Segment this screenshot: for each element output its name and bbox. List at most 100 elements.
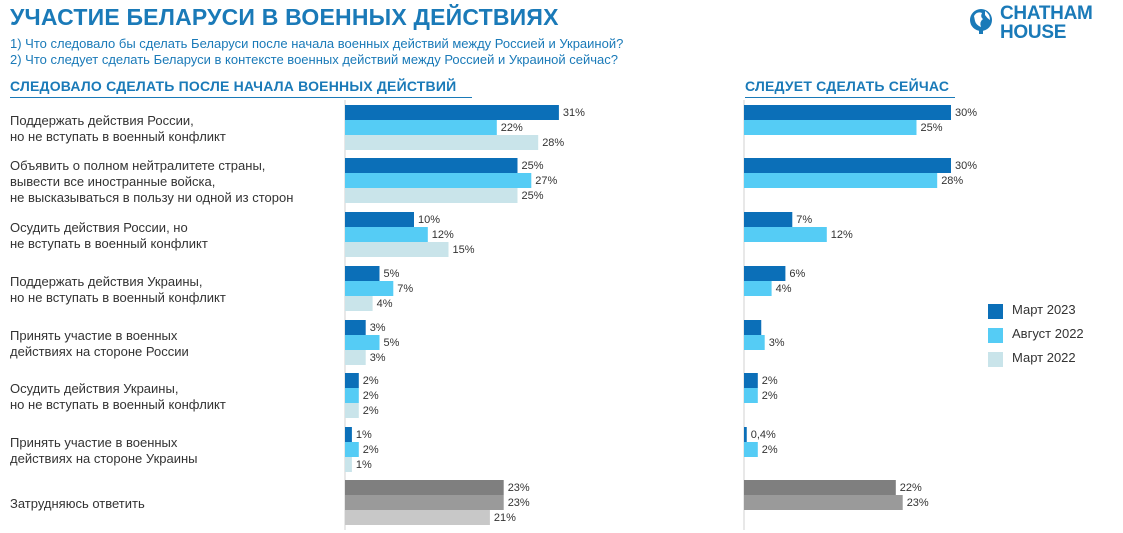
bar-label-left-mar2023-6: 2% — [363, 375, 379, 387]
bar-label-left-aug2022-2: 27% — [535, 175, 557, 187]
legend-item-aug2022: Август 2022 — [988, 326, 1123, 346]
bar-label-right-mar2023-3: 7% — [796, 214, 812, 226]
category-label-line: действиях на стороне России — [10, 343, 189, 359]
bar-label-left-mar2023-4: 5% — [384, 268, 400, 280]
bar-label-right-aug2022-1: 25% — [921, 122, 943, 134]
bar-label-right-aug2022-3: 12% — [831, 229, 853, 241]
category-label-line: Осудить действия России, но — [10, 219, 188, 235]
bar-left-mar2022-4 — [345, 296, 373, 311]
category-label-line: не высказываться в пользу ни одной из ст… — [10, 189, 294, 205]
bar-label-right-mar2023-1: 30% — [955, 107, 977, 119]
category-label: Осудить действия Украины, но не вступать … — [10, 381, 340, 413]
bar-right-mar2023-1 — [744, 105, 951, 120]
bar-right-aug2022-2 — [744, 173, 938, 188]
category-label-line: Осудить действия Украины, — [10, 380, 179, 396]
bar-left-mar2022-8 — [345, 510, 490, 525]
bar-label-left-aug2022-8: 23% — [508, 497, 530, 509]
logo-line-1: CHATHAM — [1000, 3, 1093, 24]
bar-right-aug2022-7 — [744, 442, 758, 457]
bar-right-mar2023-7 — [744, 427, 747, 442]
bar-label-right-aug2022-4: 4% — [776, 283, 792, 295]
bar-right-mar2023-2 — [744, 158, 951, 173]
bar-label-right-mar2023-6: 2% — [762, 375, 778, 387]
bar-label-left-mar2023-8: 23% — [508, 482, 530, 494]
bar-label-left-mar2023-7: 1% — [356, 429, 372, 441]
left-chart-title: СЛЕДОВАЛО СДЕЛАТЬ ПОСЛЕ НАЧАЛА ВОЕННЫХ Д… — [10, 78, 457, 94]
bar-right-aug2022-1 — [744, 120, 917, 135]
question-2: 2) Что следует сделать Беларуси в контек… — [10, 52, 618, 67]
bar-label-left-mar2022-2: 25% — [522, 190, 544, 202]
right-title-rule — [745, 97, 955, 98]
category-label-line: Принять участие в военных — [10, 434, 178, 450]
bar-label-right-mar2023-2: 30% — [955, 160, 977, 172]
bar-left-mar2023-5 — [345, 320, 366, 335]
legend-item-mar2022: Март 2022 — [988, 350, 1123, 370]
bar-left-mar2022-3 — [345, 242, 449, 257]
bar-left-mar2023-6 — [345, 373, 359, 388]
bar-label-left-mar2022-3: 15% — [453, 244, 475, 256]
bar-left-mar2023-4 — [345, 266, 380, 281]
bar-label-left-aug2022-3: 12% — [432, 229, 454, 241]
category-label-line: но не вступать в военный конфликт — [10, 396, 226, 412]
bar-right-aug2022-6 — [744, 388, 758, 403]
category-label-line: Поддержать действия Украины, — [10, 273, 203, 289]
bar-label-right-aug2022-6: 2% — [762, 390, 778, 402]
bar-label-right-mar2023-4: 6% — [789, 268, 805, 280]
bar-label-left-mar2023-1: 31% — [563, 107, 585, 119]
bar-label-left-mar2023-3: 10% — [418, 214, 440, 226]
bar-right-aug2022-5 — [744, 335, 765, 350]
bar-label-left-aug2022-5: 5% — [384, 337, 400, 349]
bar-label-right-aug2022-7: 2% — [762, 444, 778, 456]
category-label-line: не вступать в военный конфликт — [10, 235, 208, 251]
bar-label-left-aug2022-4: 7% — [397, 283, 413, 295]
category-label-line: Принять участие в военных — [10, 327, 178, 343]
legend-swatch-mar2022 — [988, 352, 1003, 367]
category-label: Поддержать действия Украины, но не вступа… — [10, 274, 340, 306]
bar-left-aug2022-8 — [345, 495, 504, 510]
bar-left-aug2022-3 — [345, 227, 428, 242]
question-1: 1) Что следовало бы сделать Беларуси пос… — [10, 36, 624, 51]
bar-left-mar2022-2 — [345, 188, 518, 203]
bar-label-right-mar2023-8: 22% — [900, 482, 922, 494]
left-title-rule — [10, 97, 472, 98]
bar-right-aug2022-4 — [744, 281, 772, 296]
bar-left-mar2023-1 — [345, 105, 559, 120]
bar-label-left-mar2022-5: 3% — [370, 352, 386, 364]
legend-swatch-mar2023 — [988, 304, 1003, 319]
bar-left-mar2023-8 — [345, 480, 504, 495]
category-label-line: Объявить о полном нейтралитете страны, — [10, 157, 266, 173]
bar-right-aug2022-8 — [744, 495, 903, 510]
bar-left-mar2023-7 — [345, 427, 352, 442]
bar-left-aug2022-6 — [345, 388, 359, 403]
category-label: Затрудняюсь ответить — [10, 496, 340, 512]
bar-label-right-mar2023-7: 0,4% — [751, 429, 776, 441]
category-label-line: Поддержать действия России, — [10, 112, 194, 128]
bar-right-mar2023-6 — [744, 373, 758, 388]
bar-left-aug2022-5 — [345, 335, 380, 350]
legend-label-mar2022: Март 2022 — [1012, 350, 1076, 365]
bar-label-left-aug2022-1: 22% — [501, 122, 523, 134]
bar-left-mar2023-2 — [345, 158, 518, 173]
bar-left-aug2022-1 — [345, 120, 497, 135]
bar-left-mar2022-6 — [345, 403, 359, 418]
bar-left-aug2022-4 — [345, 281, 394, 296]
category-label: Объявить о полном нейтралитете страны, вы… — [10, 158, 340, 206]
legend-label-mar2023: Март 2023 — [1012, 302, 1076, 317]
bar-label-right-aug2022-8: 23% — [907, 497, 929, 509]
bar-right-mar2023-8 — [744, 480, 896, 495]
bar-label-left-mar2022-7: 1% — [356, 459, 372, 471]
bar-label-left-aug2022-6: 2% — [363, 390, 379, 402]
globe-icon — [970, 9, 992, 34]
category-label-line: вывести все иностранные войска, — [10, 173, 216, 189]
category-label: Поддержать действия России, но не вступат… — [10, 113, 340, 145]
bar-label-left-mar2022-8: 21% — [494, 512, 516, 524]
right-chart-title: СЛЕДУЕТ СДЕЛАТЬ СЕЙЧАС — [745, 78, 950, 94]
category-label: Принять участие в военных действиях на ст… — [10, 328, 340, 360]
legend-label-aug2022: Август 2022 — [1012, 326, 1084, 341]
bar-left-mar2023-3 — [345, 212, 414, 227]
category-label-line: действиях на стороне Украины — [10, 450, 198, 466]
bar-left-mar2022-1 — [345, 135, 539, 150]
bar-left-aug2022-2 — [345, 173, 532, 188]
page-title: УЧАСТИЕ БЕЛАРУСИ В ВОЕННЫХ ДЕЙСТВИЯХ — [10, 4, 559, 30]
